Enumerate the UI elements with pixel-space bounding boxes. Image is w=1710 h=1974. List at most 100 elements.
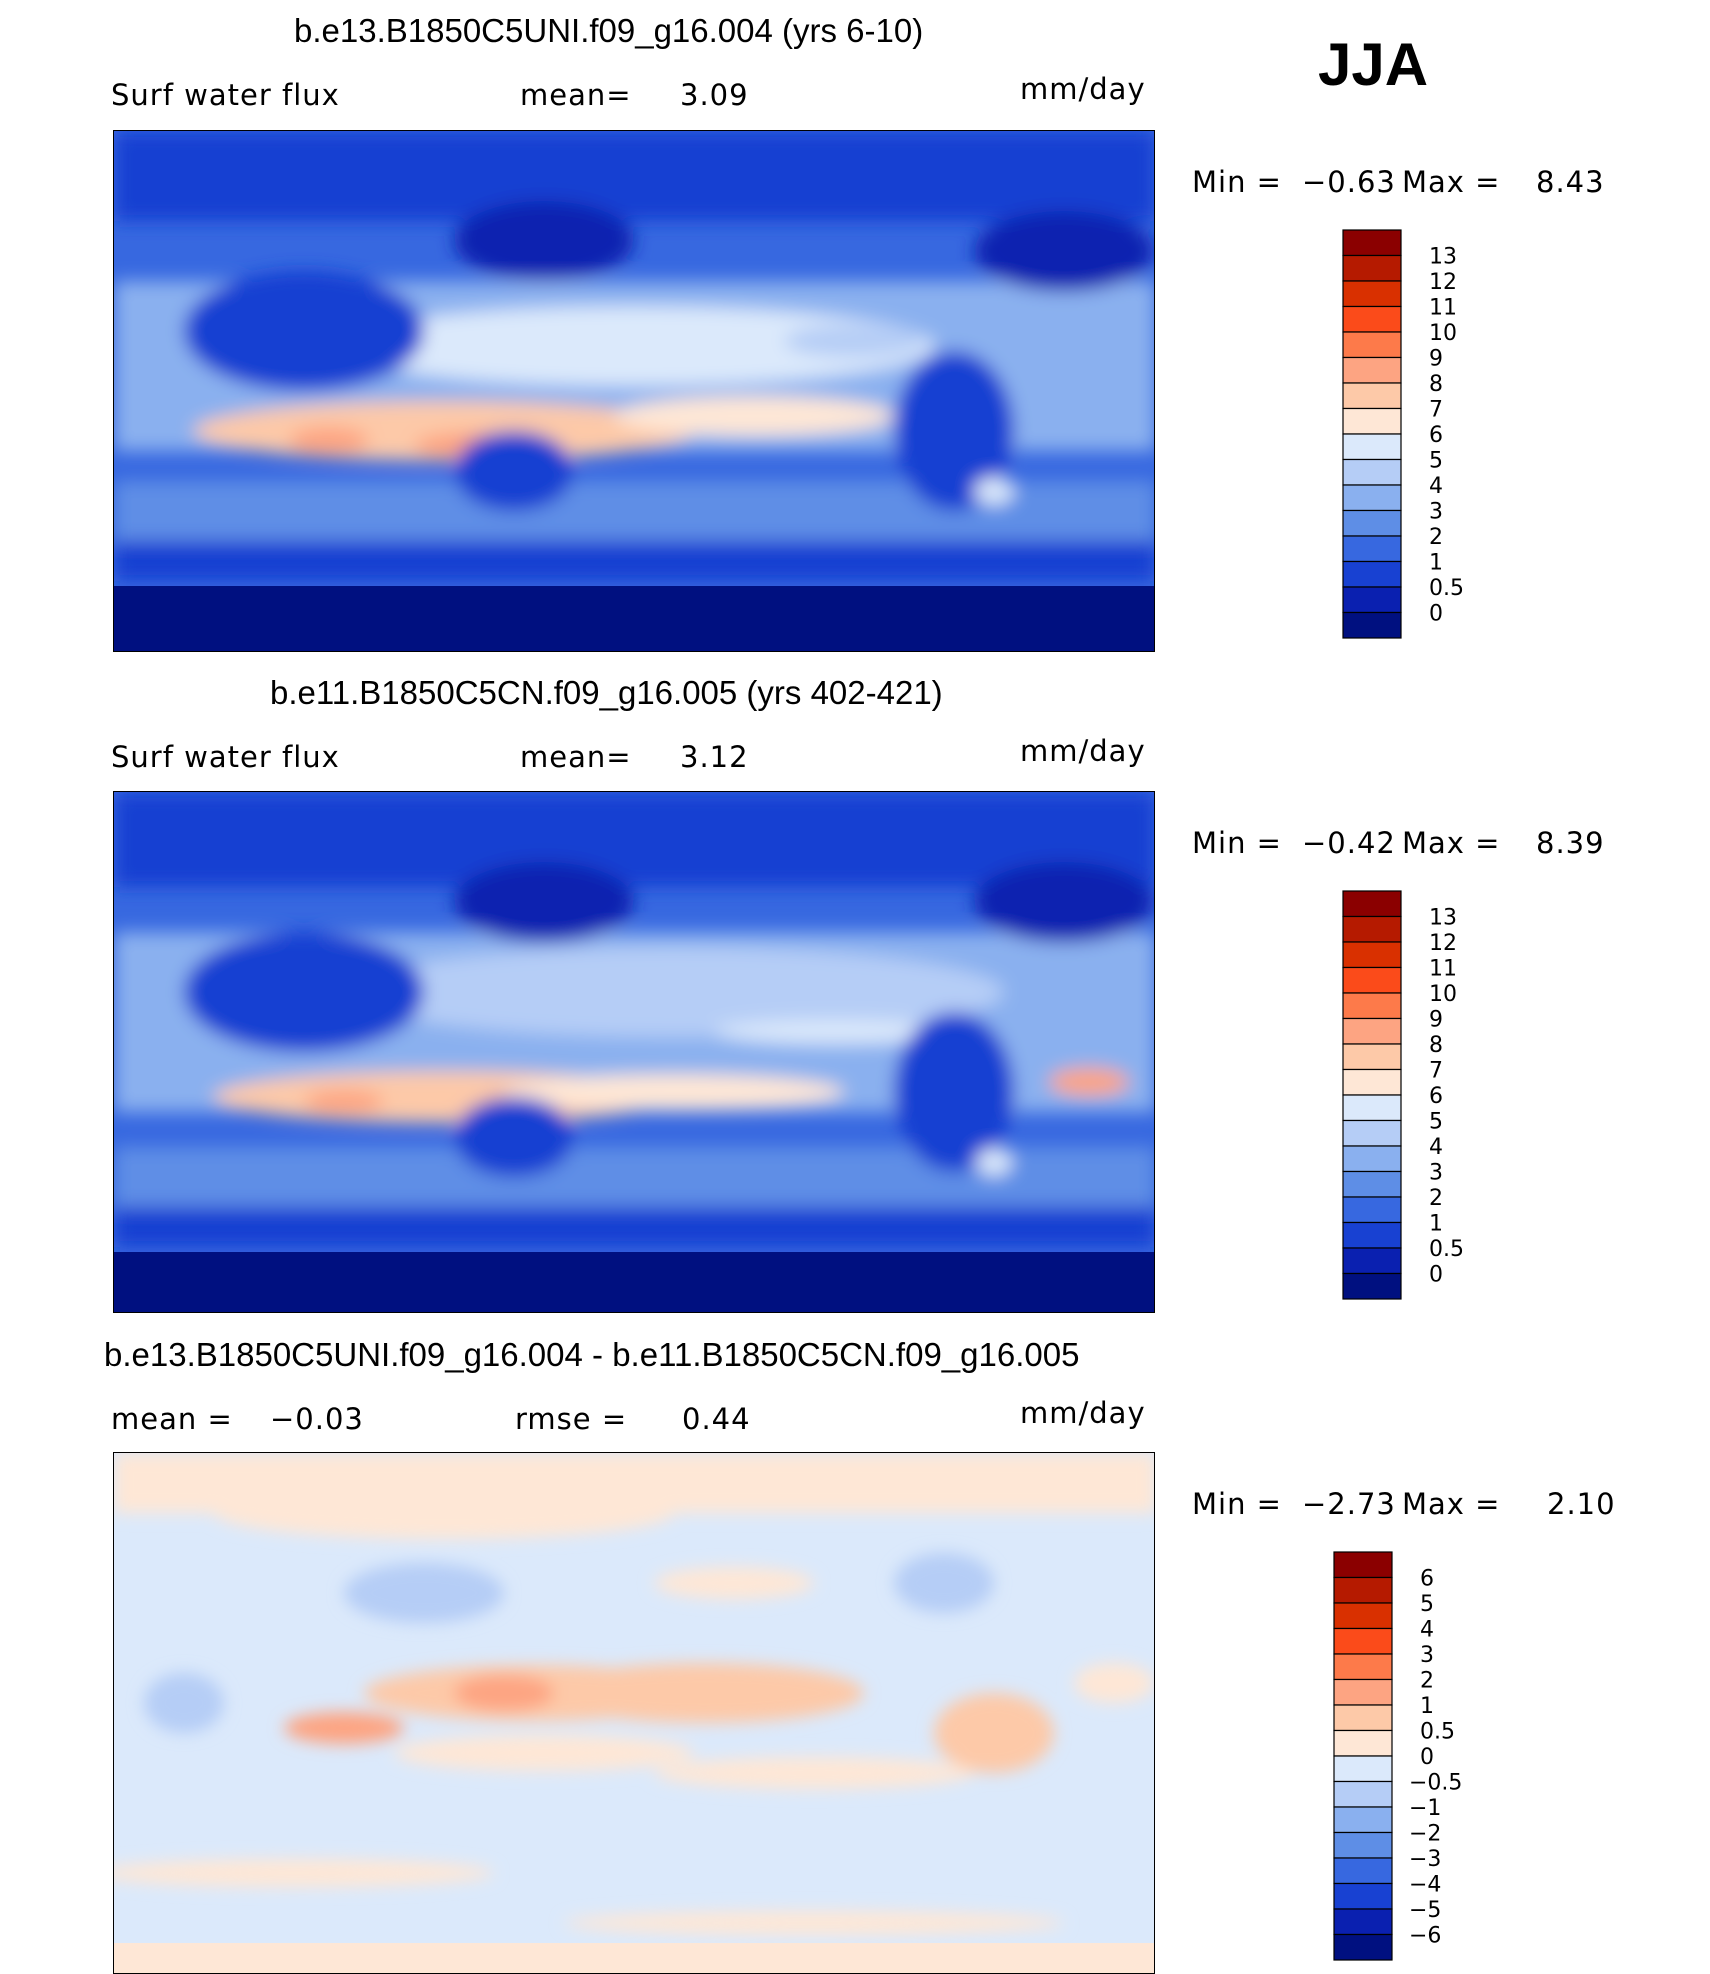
panel-1-colorbar-tick-label: 0.5: [1429, 576, 1464, 601]
panel-2-colorbar-swatch: [1342, 890, 1402, 918]
panel-2-colorbar-swatch: [1342, 1145, 1402, 1173]
panel-2-colorbar-tick-label: 9: [1429, 1008, 1443, 1033]
panel-3-min-value: −2.73: [1302, 1487, 1396, 1521]
panel-2-mean-label: mean=: [520, 740, 632, 774]
panel-2-units: mm/day: [1020, 734, 1146, 768]
panel-1-colorbar-tick-label: 9: [1429, 347, 1443, 372]
panel-3-units: mm/day: [1020, 1396, 1146, 1430]
panel-1-colorbar-tick-label: 5: [1429, 449, 1443, 474]
panel-2-colorbar-swatch: [1342, 1170, 1402, 1198]
panel-1-colorbar-swatch: [1342, 382, 1402, 410]
panel-3-colorbar-tick-label: −0.5: [1409, 1771, 1462, 1796]
panel-2-variable-label: Surf water flux: [111, 740, 340, 774]
panel-2-colorbar-tick-label: 1: [1429, 1212, 1443, 1237]
panel-3-colorbar-tick-label: −1: [1409, 1796, 1441, 1821]
panel-2-colorbar-tick-label: 10: [1429, 982, 1457, 1007]
panel-2-colorbar-swatch: [1342, 1119, 1402, 1147]
panel-3-colorbar-tick-label: 4: [1420, 1618, 1434, 1643]
panel-3-colorbar-tick-label: −5: [1409, 1898, 1441, 1923]
panel-1-map: [113, 130, 1155, 652]
panel-2-min-label: Min =: [1192, 826, 1282, 860]
panel-1-colorbar-swatch: [1342, 611, 1402, 639]
panel-2-colorbar-tick-label: 3: [1429, 1161, 1443, 1186]
panel-3-colorbar-swatch: [1333, 1755, 1393, 1783]
panel-1-units: mm/day: [1020, 72, 1146, 106]
panel-3-colorbar-tick-label: 0: [1420, 1745, 1434, 1770]
panel-2-colorbar-swatch: [1342, 966, 1402, 994]
panel-3-colorbar-swatch: [1333, 1908, 1393, 1936]
panel-3-max-label: Max =: [1402, 1487, 1501, 1521]
panel-2-colorbar-swatch: [1342, 1196, 1402, 1224]
panel-2-title: b.e11.B1850C5CN.f09_g16.005 (yrs 402-421…: [270, 674, 943, 711]
panel-1-colorbar-swatch: [1342, 535, 1402, 563]
panel-2-colorbar-tick-label: 0: [1429, 1263, 1443, 1288]
panel-1-colorbar-tick-label: 10: [1429, 321, 1457, 346]
panel-1-colorbar-tick-label: 12: [1429, 270, 1457, 295]
panel-1-max-value: 8.43: [1536, 165, 1605, 199]
panel-3-colorbar-swatch: [1333, 1780, 1393, 1808]
panel-2-colorbar-tick-label: 0.5: [1429, 1237, 1464, 1262]
panel-3-max-value: 2.10: [1547, 1487, 1616, 1521]
panel-2-colorbar-tick-label: 4: [1429, 1135, 1443, 1160]
panel-3-title: b.e13.B1850C5UNI.f09_g16.004 - b.e11.B18…: [104, 1336, 1080, 1373]
panel-2-colorbar-swatch: [1342, 992, 1402, 1020]
panel-1-max-label: Max =: [1402, 165, 1501, 199]
panel-2-map: [113, 791, 1155, 1313]
panel-2-colorbar-swatch: [1342, 1247, 1402, 1275]
panel-1-colorbar-swatch: [1342, 407, 1402, 435]
panel-1-colorbar: 13 12 11 10 9 8 7 6 5 4 3 2 1 0.5 0: [1342, 229, 1502, 640]
panel-2-colorbar-swatch: [1342, 1272, 1402, 1300]
panel-3-colorbar-swatch: [1333, 1704, 1393, 1732]
panel-3-colorbar-swatch: [1333, 1933, 1393, 1961]
panel-1-colorbar-tick-label: 2: [1429, 525, 1443, 550]
panel-2-colorbar-tick-label: 11: [1429, 957, 1457, 982]
panel-3-mean-value: −0.03: [270, 1402, 364, 1436]
panel-3-colorbar-swatch: [1333, 1602, 1393, 1630]
panel-1-colorbar-swatch: [1342, 305, 1402, 333]
panel-2-colorbar-swatch: [1342, 1043, 1402, 1071]
panel-1-colorbar-swatch: [1342, 254, 1402, 282]
panel-1-colorbar-tick-label: 8: [1429, 372, 1443, 397]
panel-3-colorbar-tick-label: −4: [1409, 1873, 1441, 1898]
panel-1-colorbar-tick-label: 1: [1429, 551, 1443, 576]
panel-1-colorbar-tick-label: 4: [1429, 474, 1443, 499]
panel-2-colorbar-tick-label: 12: [1429, 931, 1457, 956]
panel-1-colorbar-tick-label: 0: [1429, 602, 1443, 627]
panel-3-colorbar-swatch: [1333, 1806, 1393, 1834]
panel-3-colorbar-tick-label: 1: [1420, 1694, 1434, 1719]
panel-3-colorbar-swatch: [1333, 1831, 1393, 1859]
panel-3-colorbar-swatch: [1333, 1729, 1393, 1757]
panel-3-colorbar-tick-label: −2: [1409, 1822, 1441, 1847]
panel-2-colorbar-swatch: [1342, 1221, 1402, 1249]
panel-2-colorbar: 13 12 11 10 9 8 7 6 5 4 3 2 1 0.5 0: [1342, 890, 1502, 1301]
panel-1-colorbar-swatch: [1342, 484, 1402, 512]
panel-3-colorbar-swatch: [1333, 1627, 1393, 1655]
panel-1-colorbar-tick-label: 7: [1429, 398, 1443, 423]
panel-1-title: b.e13.B1850C5UNI.f09_g16.004 (yrs 6-10): [294, 12, 924, 49]
panel-3-mean-label: mean =: [111, 1402, 233, 1436]
panel-1-colorbar-swatch: [1342, 509, 1402, 537]
panel-3-colorbar-tick-label: 6: [1420, 1567, 1434, 1592]
panel-1-mean-value: 3.09: [680, 78, 749, 112]
panel-3-colorbar-tick-label: −6: [1409, 1924, 1441, 1949]
panel-1-colorbar-swatch: [1342, 433, 1402, 461]
panel-1-min-label: Min =: [1192, 165, 1282, 199]
panel-2-min-value: −0.42: [1302, 826, 1396, 860]
panel-2-colorbar-swatch: [1342, 941, 1402, 969]
panel-1-variable-label: Surf water flux: [111, 78, 340, 112]
panel-3-colorbar-swatch: [1333, 1551, 1393, 1579]
panel-3-colorbar-tick-label: 2: [1420, 1669, 1434, 1694]
panel-2-max-label: Max =: [1402, 826, 1501, 860]
panel-2-colorbar-tick-label: 2: [1429, 1186, 1443, 1211]
panel-2-colorbar-swatch: [1342, 915, 1402, 943]
panel-1-colorbar-tick-label: 6: [1429, 423, 1443, 448]
panel-1-colorbar-tick-label: 3: [1429, 500, 1443, 525]
panel-3-colorbar-swatch: [1333, 1576, 1393, 1604]
panel-3-colorbar: 6 5 4 3 2 1 0.5 0 −0.5 −1 −2 −3 −4 −5 −6: [1333, 1551, 1523, 1962]
panel-3-colorbar-tick-label: −3: [1409, 1847, 1441, 1872]
panel-1-colorbar-swatch: [1342, 458, 1402, 486]
panel-3-map-field: [114, 1453, 1154, 1973]
